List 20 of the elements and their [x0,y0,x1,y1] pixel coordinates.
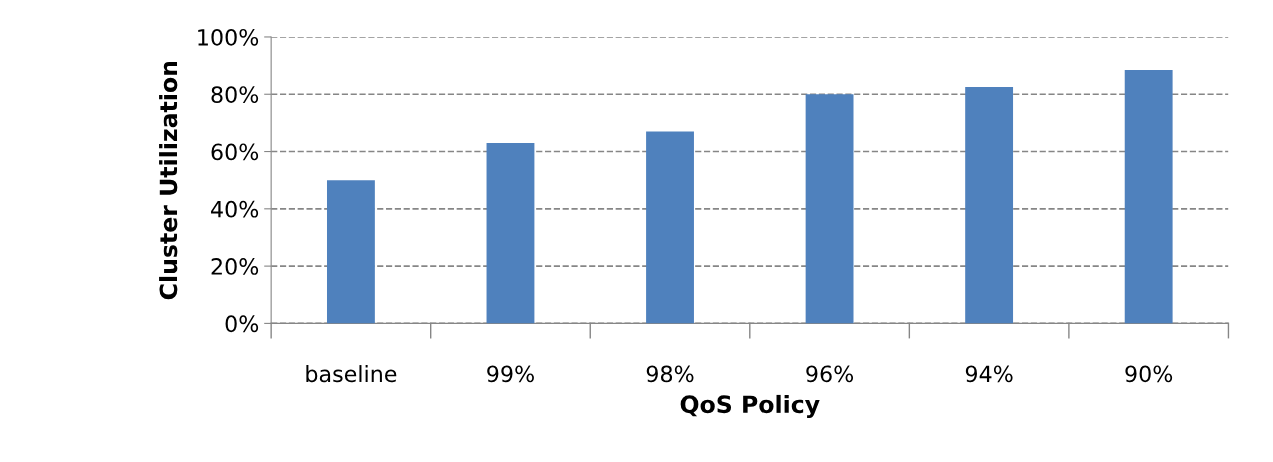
y-axis-title: Cluster Utilization [159,61,178,300]
x-tick-label: 98% [646,365,694,383]
x-tick-label: 90% [1125,365,1173,383]
bar [965,87,1014,324]
y-tick-label: 0% [225,315,259,333]
y-tick-label: 100% [198,28,259,46]
x-axis-title: QoS Policy [680,394,820,418]
y-tick-label: 40% [211,200,259,218]
bar [805,94,854,324]
x-tick-label: baseline [306,365,397,383]
bar [486,142,535,324]
bar [646,131,694,324]
y-tick-label: 80% [211,86,259,104]
y-tick-label: 20% [211,258,259,275]
x-tick-label: 99% [487,365,534,383]
x-tick-label: 94% [965,365,1013,383]
y-tick-label: 60% [211,143,259,161]
x-tick-label: 96% [806,365,854,383]
bar [1124,69,1173,324]
bar [326,180,375,324]
